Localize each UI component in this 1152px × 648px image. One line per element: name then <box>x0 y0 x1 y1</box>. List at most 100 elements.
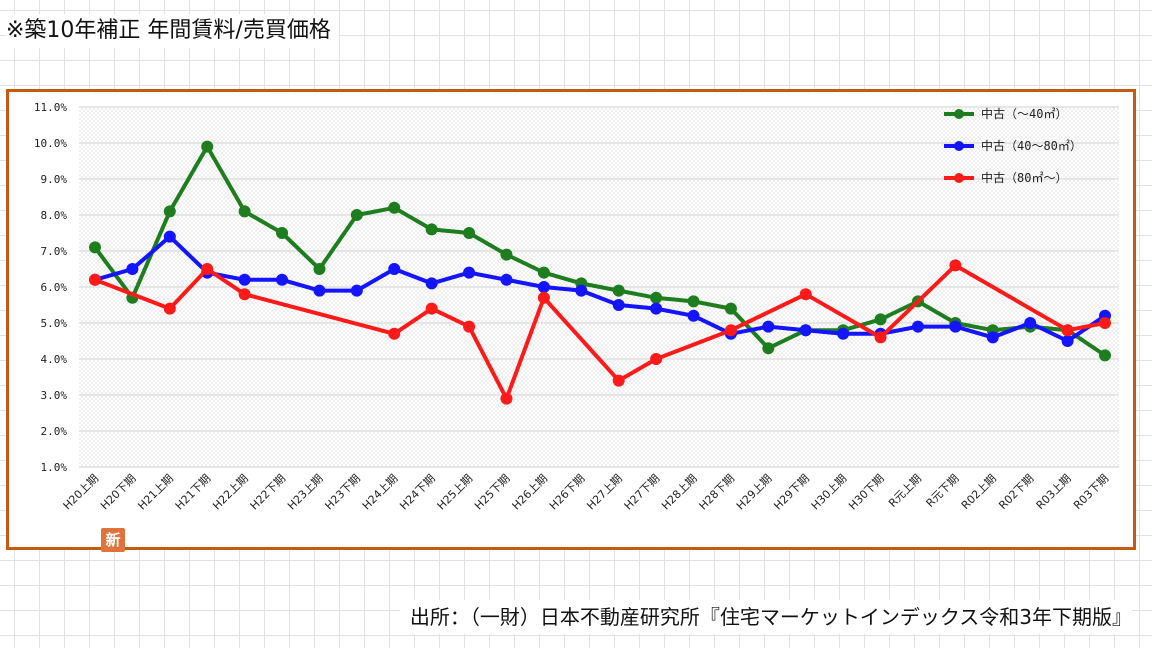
series-2 <box>89 259 1111 405</box>
x-tick-label: R03上期 <box>1034 472 1074 512</box>
data-point <box>762 342 775 355</box>
legend-swatch-marker <box>954 173 964 183</box>
data-point <box>276 227 289 239</box>
x-tick-label: H26下期 <box>547 472 588 513</box>
data-point <box>350 209 363 221</box>
legend-label: 中古（40～80㎡） <box>981 138 1082 153</box>
x-tick-label: H27下期 <box>622 472 663 513</box>
y-tick-label: 9.0% <box>41 173 68 186</box>
data-point <box>388 263 401 275</box>
data-point <box>238 288 251 301</box>
data-point <box>425 302 438 315</box>
x-tick-label: H28上期 <box>659 472 700 513</box>
y-tick-label: 10.0% <box>34 137 67 150</box>
x-tick-label: H21上期 <box>135 472 176 513</box>
legend-swatch-marker <box>954 109 964 119</box>
data-point <box>911 320 924 333</box>
page-title: ※築10年補正 年間賃料/売買価格 <box>6 14 339 48</box>
data-point <box>425 277 438 290</box>
data-point <box>500 392 513 405</box>
data-point <box>1024 317 1037 329</box>
data-point <box>388 201 401 214</box>
data-point <box>687 309 700 322</box>
y-tick-label: 8.0% <box>41 209 68 222</box>
data-point <box>537 291 550 304</box>
data-point <box>537 281 550 293</box>
line-chart: 1.0% 2.0% 3.0% 4.0% 5.0% 6.0% 7.0% 8.0% 9.0% 10.0… <box>34 101 1119 513</box>
series-group <box>89 140 1111 405</box>
data-point <box>238 205 251 218</box>
x-tick-label: H29下期 <box>771 472 812 513</box>
data-point <box>650 291 663 304</box>
data-point <box>163 302 176 315</box>
source-note: 出所：（一財）日本不動産研究所『住宅マーケットインデックス令和3年下期版』 <box>399 600 1132 634</box>
data-point <box>350 284 363 297</box>
x-tick-label: H27上期 <box>584 472 625 513</box>
data-point <box>612 299 625 311</box>
data-point <box>163 230 176 243</box>
y-tick-label: 1.0% <box>41 461 68 474</box>
legend-label: 中古（80㎡～） <box>981 170 1067 185</box>
data-point <box>201 140 214 153</box>
x-tick-label: R元下期 <box>924 472 962 510</box>
data-point <box>425 223 438 236</box>
data-point <box>1099 317 1111 329</box>
data-point <box>687 295 700 308</box>
data-point <box>986 331 999 344</box>
data-point <box>874 331 887 344</box>
x-tick-label: H28下期 <box>697 472 738 513</box>
data-point <box>1061 324 1074 337</box>
x-axis: H20上期H20下期H21上期H21下期H22上期H22下期H23上期H23下期… <box>61 472 1112 513</box>
x-tick-label: H29上期 <box>734 472 775 513</box>
x-tick-label: R03下期 <box>1071 472 1111 512</box>
data-point <box>1099 349 1111 362</box>
data-point <box>463 320 476 333</box>
data-point <box>1061 335 1074 347</box>
x-tick-label: H25上期 <box>435 472 476 513</box>
data-point <box>612 284 625 297</box>
x-tick-label: H26上期 <box>510 472 551 513</box>
y-tick-label: 5.0% <box>41 317 68 330</box>
data-point <box>949 320 962 333</box>
new-badge: 新 <box>101 528 125 552</box>
data-point <box>126 263 139 275</box>
y-tick-label: 4.0% <box>41 353 68 366</box>
x-tick-label: H20上期 <box>61 472 102 513</box>
data-point <box>388 327 401 340</box>
data-point <box>201 263 214 275</box>
data-point <box>874 313 887 326</box>
x-tick-label: H21下期 <box>173 472 214 513</box>
data-point <box>724 324 737 337</box>
data-point <box>799 288 812 301</box>
data-point <box>89 273 101 286</box>
chart-frame: 1.0% 2.0% 3.0% 4.0% 5.0% 6.0% 7.0% 8.0% 9.0% 10.0… <box>6 89 1136 552</box>
series-line <box>93 144 1107 358</box>
x-tick-label: R02上期 <box>959 472 999 512</box>
y-tick-label: 11.0% <box>34 101 67 114</box>
x-tick-label: H30上期 <box>809 472 850 513</box>
data-point <box>313 263 326 275</box>
x-tick-label: H23下期 <box>322 472 363 513</box>
data-point <box>463 266 476 279</box>
x-tick-label: H20下期 <box>98 472 139 513</box>
data-point <box>575 284 588 297</box>
x-tick-label: H25下期 <box>472 472 513 513</box>
data-point <box>650 353 663 365</box>
legend: 中古（～40㎡） 中古（40～80㎡） 中古（80㎡～） <box>944 106 1082 185</box>
data-point <box>463 227 476 239</box>
data-point <box>313 284 326 297</box>
legend-label: 中古（～40㎡） <box>981 106 1067 121</box>
data-point <box>163 205 176 218</box>
y-tick-label: 6.0% <box>41 281 68 294</box>
data-point <box>837 327 850 340</box>
y-tick-label: 3.0% <box>41 389 68 402</box>
y-axis: 1.0% 2.0% 3.0% 4.0% 5.0% 6.0% 7.0% 8.0% 9.0% 10.0… <box>34 101 67 474</box>
x-tick-label: R02下期 <box>996 472 1036 512</box>
data-point <box>500 248 513 261</box>
x-tick-label: H22上期 <box>210 472 251 513</box>
x-tick-label: H23上期 <box>285 472 326 513</box>
series-line <box>94 234 1107 343</box>
data-point <box>724 302 737 315</box>
x-tick-label: H24下期 <box>397 472 438 513</box>
x-tick-label: R元上期 <box>886 472 924 510</box>
